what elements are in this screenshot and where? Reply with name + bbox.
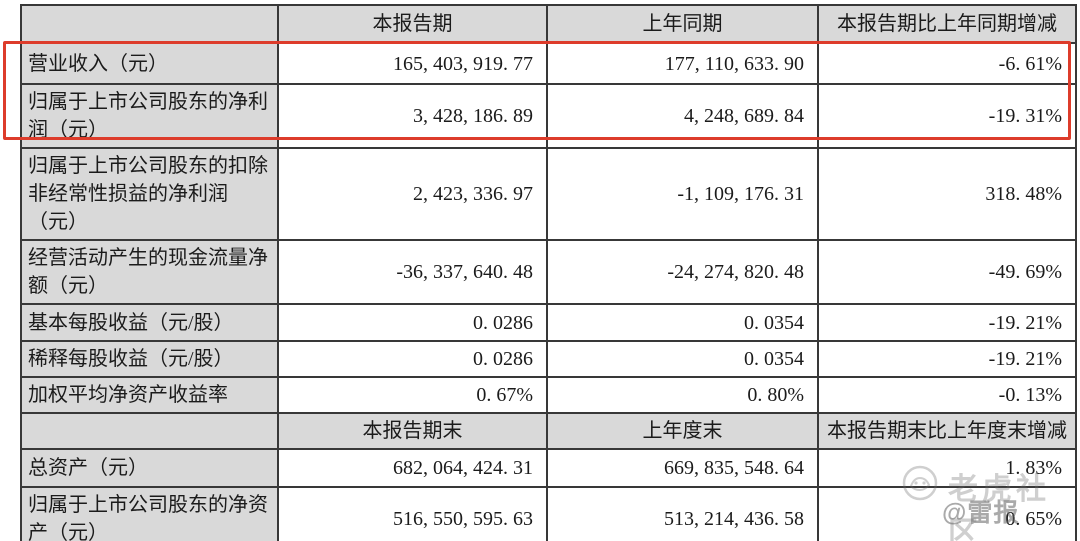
row-label: 基本每股收益（元/股）	[20, 303, 279, 342]
row-prior-value: 4, 248, 689. 84	[546, 83, 819, 149]
row-change-value: 318. 48%	[817, 147, 1077, 241]
row-prior-value: 177, 110, 633. 90	[546, 42, 819, 85]
table-row-net-assets: 归属于上市公司股东的净资产（元） 516, 550, 595. 63 513, …	[20, 486, 1077, 541]
header-period-end-change: 本报告期末比上年度末增减	[817, 412, 1077, 450]
header-prior-period: 上年同期	[546, 4, 819, 44]
table-row-diluted-eps: 稀释每股收益（元/股） 0. 0286 0. 0354 -19. 21%	[20, 340, 1077, 378]
header-empty-cell	[20, 4, 279, 44]
row-current-value: 516, 550, 595. 63	[277, 486, 548, 541]
row-change-value: -19. 21%	[817, 340, 1077, 378]
row-change-value: -49. 69%	[817, 239, 1077, 305]
row-current-value: 0. 0286	[277, 340, 548, 378]
table-row-revenue: 营业收入（元） 165, 403, 919. 77 177, 110, 633.…	[20, 42, 1077, 85]
header-row-period: 本报告期 上年同期 本报告期比上年同期增减	[20, 4, 1077, 44]
row-prior-value: -24, 274, 820. 48	[546, 239, 819, 305]
row-label: 加权平均净资产收益率	[20, 376, 279, 414]
row-label: 营业收入（元）	[20, 42, 279, 85]
row-current-value: 2, 423, 336. 97	[277, 147, 548, 241]
table-row-net-profit: 归属于上市公司股东的净利润（元） 3, 428, 186. 89 4, 248,…	[20, 83, 1077, 149]
header-row-period-end: 本报告期末 上年度末 本报告期末比上年度末增减	[20, 412, 1077, 450]
financial-summary-table: 本报告期 上年同期 本报告期比上年同期增减 营业收入（元） 165, 403, …	[20, 4, 1077, 541]
header-empty-cell	[20, 412, 279, 450]
row-label: 归属于上市公司股东的净资产（元）	[20, 486, 279, 541]
row-label: 稀释每股收益（元/股）	[20, 340, 279, 378]
header-current-period-end: 本报告期末	[277, 412, 548, 450]
row-current-value: 0. 67%	[277, 376, 548, 414]
row-label: 总资产（元）	[20, 448, 279, 488]
row-label: 经营活动产生的现金流量净额（元）	[20, 239, 279, 305]
row-prior-value: 669, 835, 548. 64	[546, 448, 819, 488]
table-row-weighted-avg-roe: 加权平均净资产收益率 0. 67% 0. 80% -0. 13%	[20, 376, 1077, 414]
row-prior-value: 0. 0354	[546, 340, 819, 378]
row-current-value: -36, 337, 640. 48	[277, 239, 548, 305]
row-current-value: 165, 403, 919. 77	[277, 42, 548, 85]
row-change-value: -19. 21%	[817, 303, 1077, 342]
row-current-value: 682, 064, 424. 31	[277, 448, 548, 488]
row-change-value: -6. 61%	[817, 42, 1077, 85]
table-row-total-assets: 总资产（元） 682, 064, 424. 31 669, 835, 548. …	[20, 448, 1077, 488]
row-label: 归属于上市公司股东的净利润（元）	[20, 83, 279, 149]
row-change-value: 1. 83%	[817, 448, 1077, 488]
row-current-value: 3, 428, 186. 89	[277, 83, 548, 149]
row-current-value: 0. 0286	[277, 303, 548, 342]
row-prior-value: 513, 214, 436. 58	[546, 486, 819, 541]
row-prior-value: 0. 0354	[546, 303, 819, 342]
header-current-period: 本报告期	[277, 4, 548, 44]
row-change-value: 0. 65%	[817, 486, 1077, 541]
row-prior-value: 0. 80%	[546, 376, 819, 414]
header-period-change: 本报告期比上年同期增减	[817, 4, 1077, 44]
table-row-basic-eps: 基本每股收益（元/股） 0. 0286 0. 0354 -19. 21%	[20, 303, 1077, 342]
row-change-value: -19. 31%	[817, 83, 1077, 149]
row-change-value: -0. 13%	[817, 376, 1077, 414]
row-prior-value: -1, 109, 176. 31	[546, 147, 819, 241]
table-row-net-profit-excl-nonrecurring: 归属于上市公司股东的扣除非经常性损益的净利润（元） 2, 423, 336. 9…	[20, 147, 1077, 241]
header-prior-year-end: 上年度末	[546, 412, 819, 450]
row-label: 归属于上市公司股东的扣除非经常性损益的净利润（元）	[20, 147, 279, 241]
table-row-operating-cash-flow: 经营活动产生的现金流量净额（元） -36, 337, 640. 48 -24, …	[20, 239, 1077, 305]
